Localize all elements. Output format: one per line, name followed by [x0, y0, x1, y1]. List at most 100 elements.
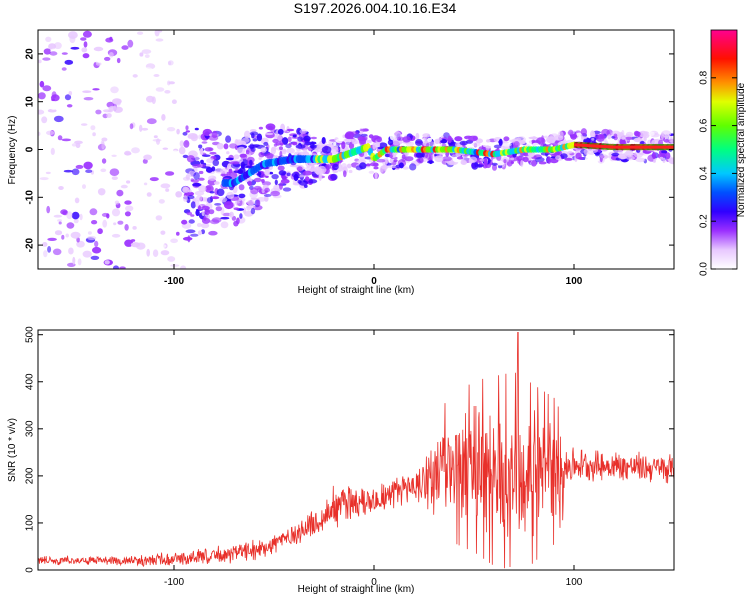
spectrogram-cell [119, 266, 126, 269]
spectrogram-cell [591, 155, 600, 163]
spectrogram-cell [73, 125, 80, 130]
spectrogram-cell [392, 152, 397, 157]
spectrogram-cell [440, 138, 448, 144]
spectrogram-cell [121, 45, 129, 50]
spectrogram-cell [68, 31, 78, 39]
spectrogram-cell [360, 133, 368, 137]
spectrogram-cell [250, 187, 259, 195]
spectrogram-cell [116, 57, 121, 64]
spectrogram-cell [443, 132, 450, 139]
spectrogram-cell [291, 141, 298, 146]
spectrogram-cell [209, 151, 217, 155]
spectrogram-cell [395, 164, 401, 169]
spectrogram-cell [513, 141, 520, 149]
spectrogram-cell [588, 152, 594, 155]
spectrogram-cell [155, 58, 163, 65]
spectrogram-cell [200, 159, 204, 165]
spectrogram-cell [611, 152, 620, 157]
spectrogram-cell [531, 139, 536, 143]
spectrogram-cell [127, 39, 134, 48]
spectrogram-cell [522, 152, 530, 157]
spectrogram-cell [260, 147, 267, 153]
spectrogram-cell [520, 160, 524, 167]
spectrogram-cell [111, 176, 118, 181]
spectrogram-cell [258, 157, 262, 160]
spectrogram-cell [310, 136, 317, 140]
spectrogram-cell [165, 188, 170, 192]
spectrogram-cell [297, 179, 302, 184]
spectrogram-cell [195, 200, 200, 208]
snr-ticks: -100 0 100 0 100 200 300 400 500 [25, 326, 674, 588]
spectrogram-cell [160, 183, 171, 189]
spectrogram-cell [94, 240, 99, 248]
spectrogram-cell [210, 196, 220, 200]
spectrogram-cell [181, 219, 188, 225]
spectrogram-cell [234, 200, 240, 204]
spectrogram-cell [538, 161, 547, 165]
spectrogram-cell [120, 184, 128, 189]
spectrogram-cell [51, 91, 57, 99]
spectrogram-cell [528, 136, 538, 140]
spectrogram-cell [502, 142, 512, 147]
spectrogram-cell [484, 157, 488, 166]
spectrogram-cell [202, 154, 211, 157]
spectrogram-cell [198, 170, 204, 175]
spectrogram-cell [64, 59, 74, 65]
spectrogram-cell [426, 142, 430, 148]
spectrogram-cell [249, 129, 257, 133]
spectrogram-cell [124, 200, 132, 205]
spectrogram-cell [97, 188, 106, 196]
spectrogram-cell [471, 162, 479, 170]
spectrogram-cell [38, 92, 46, 100]
spectrogram-cell [416, 157, 424, 164]
spectrogram-cell [132, 74, 138, 78]
spectrogram-cell [228, 168, 233, 174]
spectrogram-cell [211, 166, 216, 172]
spectrogram-cell [38, 120, 43, 128]
spectrogram-cell [363, 128, 369, 132]
spectrogram-cell [303, 149, 308, 153]
spectrogram-cell [53, 115, 64, 123]
spectrogram-cell [607, 140, 616, 143]
spectrogram-cell [72, 256, 76, 265]
spectrogram-cell [286, 172, 291, 177]
spectrogram-cell [486, 139, 491, 143]
spectrogram-cell [575, 152, 582, 160]
spectrogram-cell [335, 138, 344, 144]
spectrogram-cell [668, 157, 674, 165]
spectrogram-cell [292, 134, 297, 138]
spectrogram-cell [81, 123, 88, 126]
spectrogram-cell [245, 150, 250, 155]
spectrogram-cell [173, 138, 179, 142]
spectrogram-cell [310, 144, 317, 149]
spectrogram-cell [207, 197, 213, 204]
spectrogram-cell [195, 195, 203, 202]
spectrogram-cell [63, 169, 73, 173]
spectrogram-cell [90, 255, 100, 260]
spectrogram-cell [182, 176, 191, 181]
spectrogram-cell [404, 156, 414, 162]
spectrogram-cell [652, 152, 656, 160]
x-tick-label: 0 [371, 577, 377, 588]
spectrogram-cell [124, 224, 129, 231]
spectrogram-cell [153, 156, 162, 163]
spectrogram-cell [197, 205, 201, 211]
spectrogram-cell [373, 166, 379, 170]
spectrogram-cell [139, 52, 144, 57]
spectrogram-cell [48, 43, 57, 50]
spectrogram-ylabel: Frequency (Hz) [7, 116, 18, 185]
spectrogram-cell [39, 80, 45, 88]
spectrogram-cell [163, 37, 173, 45]
spectrogram-cell [664, 134, 669, 139]
spectrogram-cell [143, 154, 153, 161]
spectrogram-cell [454, 136, 463, 142]
spectrogram-cell [41, 116, 48, 124]
spectrogram-cell [90, 125, 96, 131]
spectrogram-cell [368, 170, 375, 174]
spectrogram-cell [415, 132, 420, 140]
spectrogram-cell [261, 179, 265, 183]
colorbar-label: Normalized spectral amplitude [736, 82, 747, 217]
spectrogram-cell [226, 191, 235, 199]
spectrogram-cell [54, 230, 63, 236]
